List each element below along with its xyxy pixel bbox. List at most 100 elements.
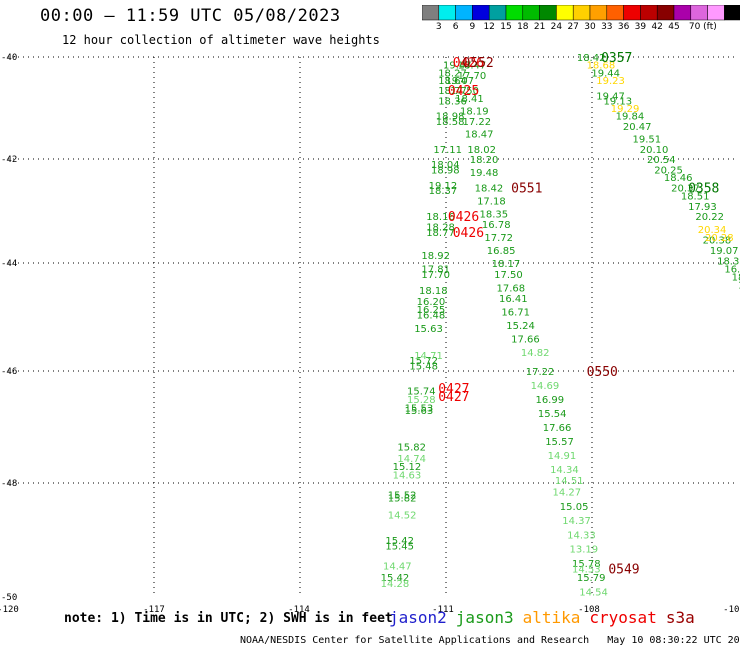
legend-tick-label: 42 [651, 22, 663, 32]
wave-height-value: 14.27 [553, 488, 582, 499]
wave-height-value: 18.68 [587, 61, 616, 72]
wave-height-value: 18.51 [681, 191, 710, 202]
wave-height-value: 18.36 [438, 96, 467, 107]
wave-height-value: 18.42 [475, 184, 504, 195]
wave-height-value: 14.69 [531, 381, 560, 392]
wave-height-value: 18.02 [467, 145, 496, 156]
wave-height-value: 14.71 [414, 351, 443, 362]
wave-height-value: 19.13 [604, 96, 633, 107]
wave-height-value: 16.85 [487, 246, 516, 257]
wave-height-value: 16.20 [417, 297, 446, 308]
wave-height-value: 18.92 [421, 251, 450, 262]
x-tick-label: -108 [578, 605, 600, 615]
wave-height-value: 14.54 [579, 587, 608, 598]
wave-height-value: 17.72 [484, 233, 513, 244]
legend-tick-label: 36 [617, 22, 630, 32]
wave-height-value: 20.54 [647, 155, 676, 166]
legend-tick-label: 45 [668, 22, 680, 32]
wave-height-value: 15.72 [409, 356, 438, 367]
wave-height-value: 16.25 [417, 305, 446, 316]
wave-height-value: 14.51 [555, 476, 584, 487]
wave-height-value: 17.22 [462, 117, 491, 128]
wave-height-value: 17.18 [477, 197, 506, 208]
wave-height-value: 17.93 [688, 202, 717, 213]
wave-height-value: 15.53 [405, 403, 434, 414]
y-tick-label: -46 [1, 367, 17, 377]
wave-height-value: 18.28 [426, 223, 455, 234]
wave-height-value: 19.51 [633, 135, 662, 146]
legend-swatch [724, 5, 740, 21]
wave-height-value: 18.77 [426, 228, 455, 239]
x-tick-label: -114 [288, 605, 310, 615]
satellite-name-jason3: jason3 [455, 608, 514, 627]
wave-height-value: 13.19 [570, 545, 599, 556]
legend-tick-label: 21 [533, 22, 546, 32]
wave-height-value: 19.12 [429, 181, 458, 192]
y-tick-label: -50 [1, 593, 17, 603]
wave-height-value: 20.38 [703, 236, 732, 247]
wave-height-value: 14.47 [383, 562, 412, 573]
wave-height-value: 17.81 [421, 264, 450, 275]
wave-height-value: 18.27 [438, 68, 467, 79]
wave-height-value: 18.17 [492, 259, 521, 270]
pass-time-label: 0549 [608, 563, 639, 578]
color-legend-bar [422, 5, 740, 21]
wave-height-value: 19.84 [616, 112, 645, 123]
pass-time-label: 0358 [688, 182, 719, 197]
wave-height-value: 20.28 [705, 233, 734, 244]
y-tick-label: -42 [1, 155, 17, 165]
wave-height-value: 16.41 [499, 294, 528, 305]
wave-height-value: 18.4 [732, 273, 740, 284]
wave-height-value: 19.44 [591, 68, 620, 79]
wave-height-value: 17.70 [458, 71, 487, 82]
legend-tick-label: 33 [601, 22, 613, 32]
satellite-name-altika: altika [522, 608, 581, 627]
wave-height-value: 14.52 [388, 510, 417, 521]
wave-height-value: 16.71 [501, 308, 530, 319]
pass-time-label: 0426 [448, 210, 479, 225]
wave-height-value: 17.50 [494, 270, 523, 281]
wave-height-value: 14.53 [572, 565, 601, 576]
wave-height-value: 16.48 [417, 310, 446, 321]
wave-height-value: 18.98 [431, 165, 460, 176]
wave-height-value: 15.45 [385, 542, 414, 553]
wave-height-value: 19.23 [596, 76, 625, 87]
wave-height-value: 15.82 [388, 493, 417, 504]
wave-height-value: 15.05 [560, 502, 589, 513]
wave-height-value: 15.74 [407, 387, 436, 398]
legend-tick-label: 27 [567, 22, 579, 32]
x-tick-label: -111 [432, 605, 454, 615]
wave-height-value: 15.57 [545, 437, 574, 448]
y-tick-label: -48 [1, 479, 17, 489]
wave-height-value: 20.47 [623, 122, 652, 133]
wave-height-value: 19.07 [710, 246, 739, 257]
wave-height-value: 18.16 [426, 212, 455, 223]
y-tick-label: -40 [1, 53, 17, 63]
wave-height-value: 18.20 [470, 155, 499, 166]
wave-height-value: 20.37 [671, 184, 700, 195]
y-tick-label: -44 [1, 259, 17, 269]
legend-tick-label: 24 [550, 22, 563, 32]
wave-height-value: 18.47 [458, 61, 487, 72]
wave-height-value: 15.24 [506, 321, 535, 332]
satellite-name-cryosat: cryosat [589, 608, 657, 627]
wave-height-value: 14.37 [562, 516, 591, 527]
wave-height-value: 17.22 [526, 367, 555, 378]
wave-height-value: 15.42 [385, 536, 414, 547]
wave-height-value: 15.63 [414, 324, 443, 335]
wave-height-value: 16.99 [535, 395, 564, 406]
wave-height-value: 14.28 [381, 579, 410, 590]
wave-height-value: 15.48 [409, 362, 438, 373]
wave-height-value: 19.07 [445, 76, 474, 87]
wave-height-value: 18.47 [465, 130, 494, 141]
wave-height-value: 18.35 [480, 210, 509, 221]
wave-height-value: 18.98 [436, 112, 465, 123]
wave-height-value: 15.28 [407, 395, 436, 406]
wave-height-value: 17.70 [421, 270, 450, 281]
pass-time-label: 0551 [511, 182, 542, 197]
pass-time-label: 0427 [438, 382, 469, 397]
legend-tick-label: 39 [634, 22, 647, 32]
wave-height-value: 18.41 [455, 94, 484, 105]
wave-height-value: 19.47 [443, 61, 472, 72]
